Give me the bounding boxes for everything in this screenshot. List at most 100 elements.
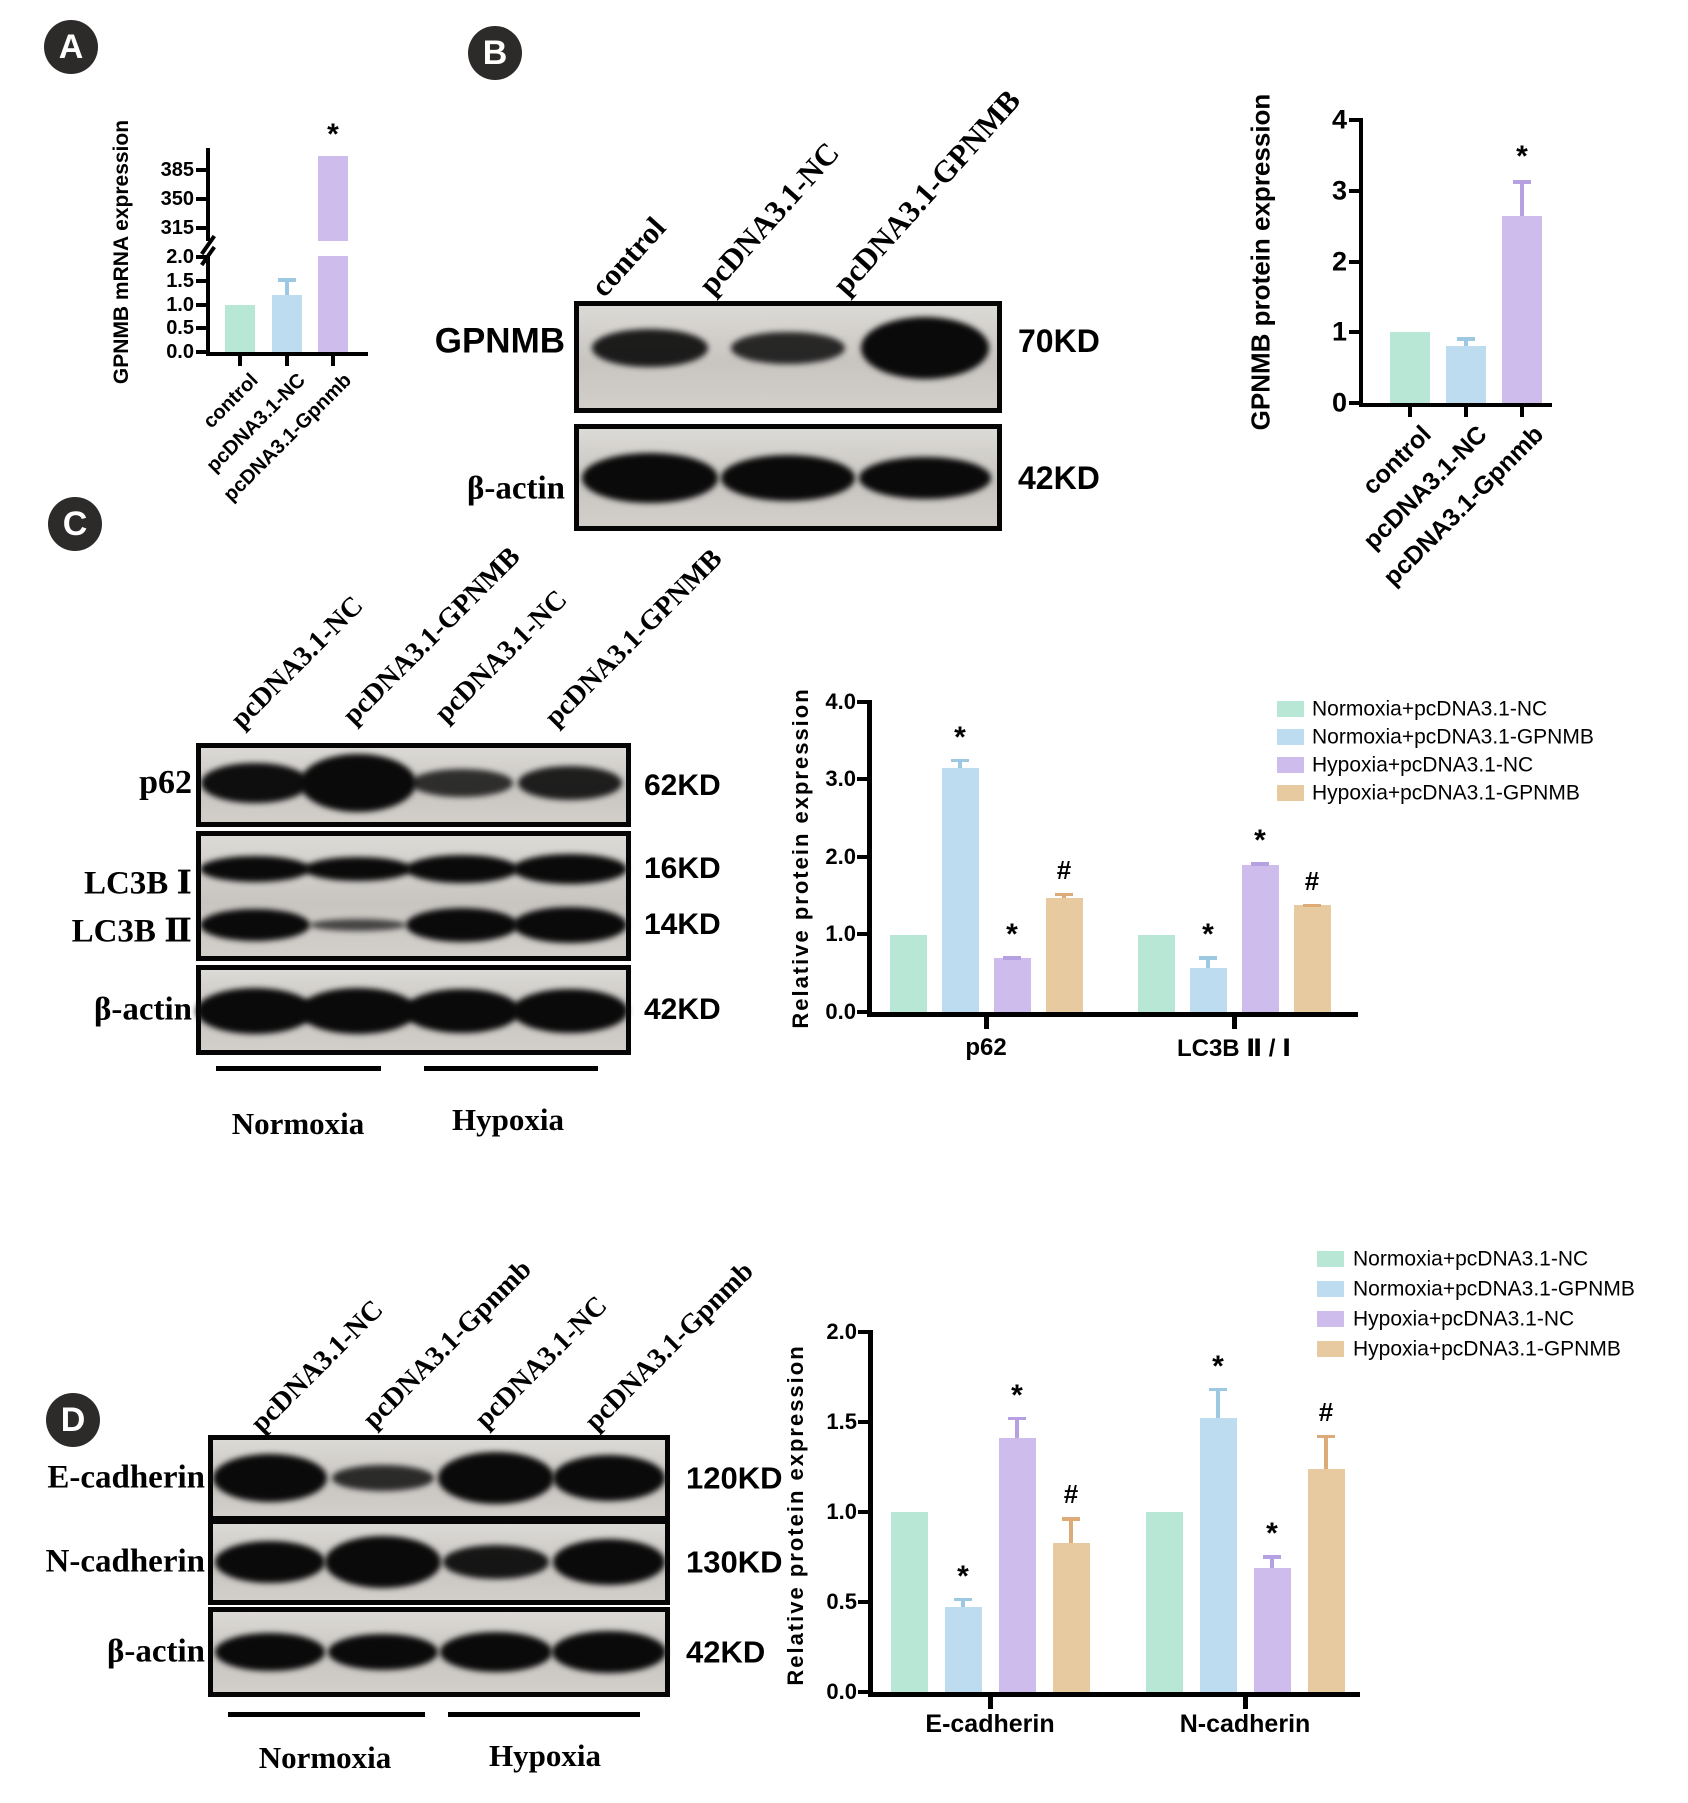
x-axis-line (867, 1012, 1358, 1017)
blot-band (552, 1539, 666, 1585)
significance-marker: * (327, 118, 339, 151)
error-bar-stem (1464, 337, 1468, 347)
blot-band (411, 769, 513, 797)
condition-label: Normoxia (231, 1106, 365, 1141)
blot-band (513, 854, 627, 884)
blot-lane-label: control (583, 209, 673, 304)
x-axis-tick (1464, 407, 1468, 417)
y-axis-tick (1349, 330, 1359, 334)
blot-band (403, 988, 521, 1034)
condition-label: Normoxia (258, 1740, 392, 1775)
y-axis-line (1359, 118, 1363, 407)
bar (998, 1438, 1036, 1692)
blot-band (581, 453, 719, 503)
significance-marker: * (957, 1559, 969, 1593)
y-tick-label: 1.0 (825, 921, 856, 946)
bar (1390, 332, 1430, 403)
error-bar-cap (1457, 337, 1475, 341)
blot-band (860, 317, 990, 379)
bar (272, 295, 302, 352)
y-axis-tick (857, 855, 867, 859)
molecular-weight-label: 42KD (644, 993, 721, 1026)
blot-band (442, 1545, 550, 1579)
y-tick-label: 2 (1331, 246, 1347, 277)
error-bar-stem (958, 758, 962, 768)
x-axis-tick (1408, 407, 1412, 417)
significance-marker: # (1304, 865, 1320, 896)
error-bar-cap (1003, 956, 1021, 960)
protein-label: LC3B Ⅱ (71, 913, 192, 950)
protein-label: β-actin (466, 470, 565, 507)
x-category-label: p62 (965, 1034, 1007, 1061)
condition-label: Hypoxia (489, 1738, 601, 1773)
blot-band (439, 1632, 553, 1672)
error-bar-cap (1199, 956, 1217, 960)
panel-b-badge: B (468, 26, 522, 80)
blot-band (720, 455, 856, 501)
bar (1199, 1418, 1237, 1692)
panel-c-y-axis-label: Relative protein expression (788, 687, 813, 1029)
x-axis-tick (285, 356, 289, 366)
x-category-label: LC3B Ⅱ / Ⅰ (1176, 1035, 1292, 1062)
bar (1307, 1468, 1345, 1692)
error-bar-cap (1062, 1517, 1080, 1521)
y-tick-label: 3.0 (825, 766, 856, 791)
y-axis-tick (1349, 401, 1359, 405)
bar (1502, 215, 1542, 403)
y-axis-tick (857, 1010, 867, 1014)
y-axis-line (867, 700, 872, 1017)
panel-a-badge: A (44, 20, 98, 74)
error-bar-stem (1015, 1416, 1019, 1439)
blot-band (200, 855, 310, 883)
bar (1045, 898, 1083, 1012)
blot-band (591, 329, 709, 367)
y-tick-label: 1.0 (166, 294, 194, 316)
legend-swatch (1277, 757, 1304, 773)
y-tick-label: 1.5 (826, 1409, 857, 1434)
x-axis-tick (1520, 407, 1524, 417)
error-bar-cap (954, 1597, 972, 1601)
y-axis-tick (1349, 189, 1359, 193)
legend-label: Normoxia+pcDNA3.1-NC (1353, 1247, 1589, 1271)
panel-c-badge: C (48, 497, 102, 551)
blot-band (214, 1633, 326, 1671)
panel-d-y-axis-label: Relative protein expression (783, 1344, 808, 1686)
error-bar-cap (1513, 180, 1531, 184)
y-tick-label: 0 (1331, 387, 1347, 418)
blot-band (730, 331, 846, 365)
molecular-weight-label: 70KD (1018, 323, 1100, 359)
x-axis-tick (1231, 1017, 1237, 1029)
significance-marker: * (954, 720, 966, 754)
blot-band (325, 1536, 441, 1588)
x-axis-tick (983, 1017, 989, 1029)
x-axis-tick (331, 356, 335, 366)
y-axis-tick (196, 197, 206, 201)
error-bar-cap (1303, 903, 1321, 907)
x-axis-line (1359, 403, 1552, 407)
blot-band (859, 457, 991, 499)
molecular-weight-label: 62KD (644, 769, 721, 802)
legend-label: Hypoxia+pcDNA3.1-GPNMB (1312, 781, 1580, 805)
significance-marker: * (1202, 918, 1214, 952)
y-tick-label: 315 (160, 217, 194, 239)
error-bar-stem (1069, 1517, 1073, 1543)
y-axis-tick (858, 1330, 868, 1334)
x-axis-line (206, 352, 368, 356)
significance-marker: # (1063, 1479, 1079, 1510)
y-axis-tick (858, 1690, 868, 1694)
bar (1052, 1542, 1090, 1692)
molecular-weight-label: 42KD (1018, 460, 1100, 496)
bar (318, 156, 348, 241)
blot-band (196, 988, 314, 1034)
error-bar-stem (1206, 956, 1210, 968)
molecular-weight-label: 14KD (644, 908, 721, 941)
error-bar-cap (1055, 892, 1073, 897)
y-tick-label: 2.0 (166, 246, 194, 268)
condition-label: Hypoxia (452, 1102, 564, 1137)
error-bar-cap (278, 278, 296, 282)
y-tick-label: 3 (1331, 175, 1347, 206)
protein-label: N-cadherin (45, 1543, 206, 1580)
blot-band (513, 907, 627, 943)
x-category-label: N-cadherin (1179, 1710, 1311, 1738)
blot-band (331, 1465, 435, 1491)
